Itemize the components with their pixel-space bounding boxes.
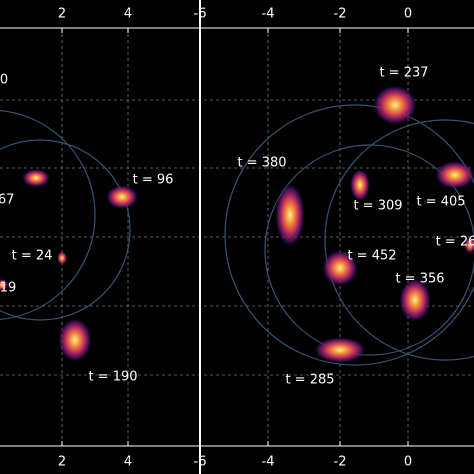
tick-label: -4 <box>262 455 275 470</box>
tick-label: -6 <box>194 7 207 22</box>
orbits <box>0 104 474 366</box>
time-annotation: t = 380 <box>237 156 286 171</box>
labels: 2 2 4 4 0 t = 96 167 t = 24 19 t = 190 -6 -6 -4 -4 -2 -… <box>0 7 474 470</box>
time-annotation: t = 285 <box>285 373 334 388</box>
tick-label: 4 <box>124 7 132 22</box>
time-annotation: t = 356 <box>395 272 444 287</box>
blobs <box>0 85 474 363</box>
tick-label: 0 <box>404 7 412 22</box>
tick-label: 0 <box>404 455 412 470</box>
time-annotation: t = 24 <box>12 249 53 264</box>
tick-label: -2 <box>334 455 347 470</box>
grid <box>0 28 474 446</box>
time-annotation: t = 190 <box>88 370 137 385</box>
time-annotation: t = 452 <box>347 249 396 264</box>
time-annotation: t = 309 <box>353 199 402 214</box>
time-annotation: t = 405 <box>416 195 465 210</box>
time-annotation: t = 26 <box>436 235 474 250</box>
time-annotation: t = 237 <box>379 66 428 81</box>
time-annotation: 19 <box>0 281 16 296</box>
tick-label: 2 <box>58 455 66 470</box>
tick-label: 2 <box>58 7 66 22</box>
tick-label: 4 <box>124 455 132 470</box>
tick-label: -4 <box>262 7 275 22</box>
time-annotation: 167 <box>0 193 14 208</box>
tick-label: -6 <box>194 455 207 470</box>
tick-label: -2 <box>334 7 347 22</box>
time-annotation: t = 96 <box>133 173 174 188</box>
time-annotation: 0 <box>0 73 8 88</box>
